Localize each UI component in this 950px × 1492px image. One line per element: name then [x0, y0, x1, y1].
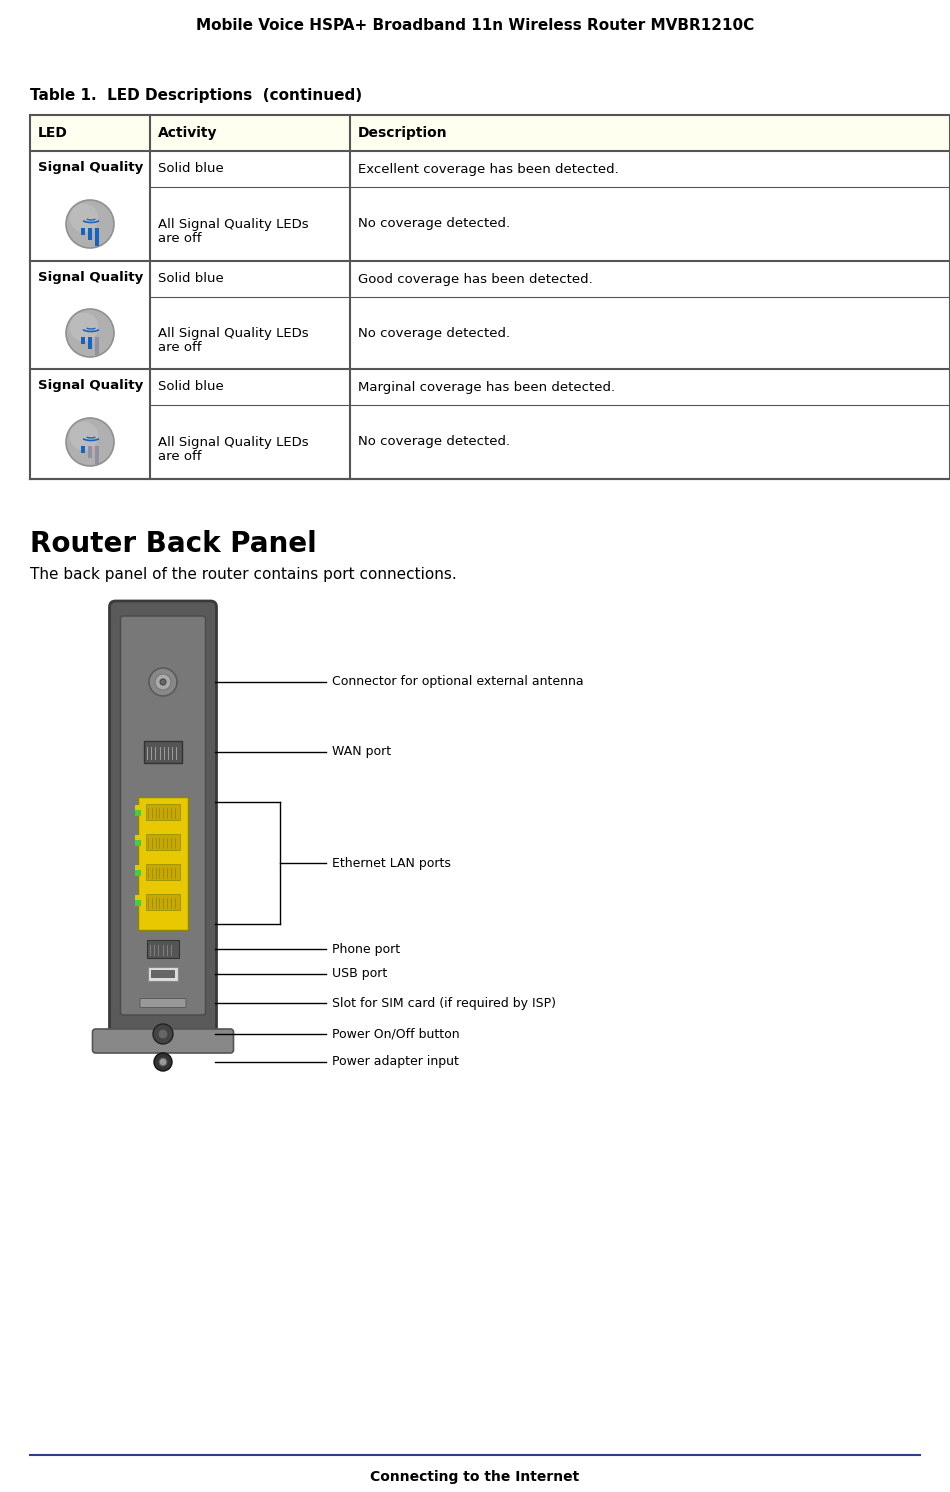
- Bar: [88, 446, 92, 458]
- Circle shape: [153, 1024, 173, 1044]
- Text: WAN port: WAN port: [332, 746, 390, 758]
- Bar: [135, 895, 141, 900]
- Bar: [81, 446, 85, 454]
- Bar: [81, 337, 85, 345]
- Text: No coverage detected.: No coverage detected.: [358, 327, 510, 340]
- Text: Connecting to the Internet: Connecting to the Internet: [370, 1470, 580, 1485]
- Circle shape: [66, 200, 114, 248]
- Bar: [88, 337, 92, 349]
- FancyBboxPatch shape: [146, 804, 180, 821]
- Text: All Signal Quality LEDs: All Signal Quality LEDs: [158, 327, 309, 340]
- Bar: [88, 228, 92, 240]
- Text: Signal Quality: Signal Quality: [38, 379, 143, 392]
- Bar: [135, 870, 141, 876]
- Circle shape: [69, 203, 99, 233]
- Text: Phone port: Phone port: [332, 943, 400, 955]
- Bar: [151, 970, 175, 977]
- Text: Slot for SIM card (if required by ISP): Slot for SIM card (if required by ISP): [332, 997, 556, 1010]
- Text: Ethernet LAN ports: Ethernet LAN ports: [332, 856, 450, 870]
- Text: Power On/Off button: Power On/Off button: [332, 1028, 459, 1040]
- FancyBboxPatch shape: [144, 742, 182, 762]
- Circle shape: [69, 422, 99, 451]
- Text: Signal Quality: Signal Quality: [38, 272, 143, 283]
- Text: Activity: Activity: [158, 125, 218, 140]
- Bar: [135, 836, 141, 840]
- Text: Solid blue: Solid blue: [158, 163, 224, 176]
- Text: Description: Description: [358, 125, 447, 140]
- Text: USB port: USB port: [332, 967, 387, 980]
- Text: are off: are off: [158, 342, 201, 354]
- Circle shape: [155, 674, 171, 689]
- Text: Table 1.  LED Descriptions  (continued): Table 1. LED Descriptions (continued): [30, 88, 362, 103]
- Text: Solid blue: Solid blue: [158, 380, 224, 394]
- FancyBboxPatch shape: [148, 967, 178, 982]
- Text: Connector for optional external antenna: Connector for optional external antenna: [332, 676, 583, 688]
- Bar: [95, 337, 99, 355]
- FancyBboxPatch shape: [146, 894, 180, 910]
- Text: The back panel of the router contains port connections.: The back panel of the router contains po…: [30, 567, 457, 582]
- Text: All Signal Quality LEDs: All Signal Quality LEDs: [158, 436, 309, 449]
- Bar: [135, 806, 141, 810]
- Text: Router Back Panel: Router Back Panel: [30, 530, 316, 558]
- Bar: [95, 446, 99, 464]
- Bar: [95, 228, 99, 246]
- Circle shape: [154, 1053, 172, 1071]
- FancyBboxPatch shape: [147, 940, 179, 958]
- Text: Excellent coverage has been detected.: Excellent coverage has been detected.: [358, 163, 618, 176]
- Circle shape: [149, 668, 177, 695]
- Text: Mobile Voice HSPA+ Broadband 11n Wireless Router MVBR1210C: Mobile Voice HSPA+ Broadband 11n Wireles…: [196, 18, 754, 33]
- Text: Power adapter input: Power adapter input: [332, 1055, 458, 1068]
- Bar: [138, 797, 188, 930]
- FancyBboxPatch shape: [121, 616, 205, 1015]
- Circle shape: [158, 1029, 168, 1038]
- Text: are off: are off: [158, 451, 201, 463]
- Circle shape: [159, 1058, 167, 1065]
- Text: No coverage detected.: No coverage detected.: [358, 436, 510, 449]
- Text: Marginal coverage has been detected.: Marginal coverage has been detected.: [358, 380, 616, 394]
- Text: LED: LED: [38, 125, 67, 140]
- Bar: [135, 865, 141, 870]
- Bar: [81, 228, 85, 236]
- FancyBboxPatch shape: [92, 1029, 234, 1053]
- Circle shape: [66, 418, 114, 466]
- Circle shape: [160, 679, 166, 685]
- Circle shape: [69, 313, 99, 342]
- FancyBboxPatch shape: [140, 998, 186, 1007]
- Bar: [135, 810, 141, 816]
- Text: Solid blue: Solid blue: [158, 273, 224, 285]
- Bar: [135, 840, 141, 846]
- Bar: [30, 115, 950, 151]
- Text: No coverage detected.: No coverage detected.: [358, 218, 510, 230]
- FancyBboxPatch shape: [146, 864, 180, 880]
- Text: Signal Quality: Signal Quality: [38, 161, 143, 175]
- Circle shape: [66, 309, 114, 357]
- FancyBboxPatch shape: [146, 834, 180, 850]
- Text: are off: are off: [158, 231, 201, 245]
- Text: Good coverage has been detected.: Good coverage has been detected.: [358, 273, 593, 285]
- FancyBboxPatch shape: [109, 601, 217, 1043]
- Bar: [135, 900, 141, 906]
- Text: All Signal Quality LEDs: All Signal Quality LEDs: [158, 218, 309, 231]
